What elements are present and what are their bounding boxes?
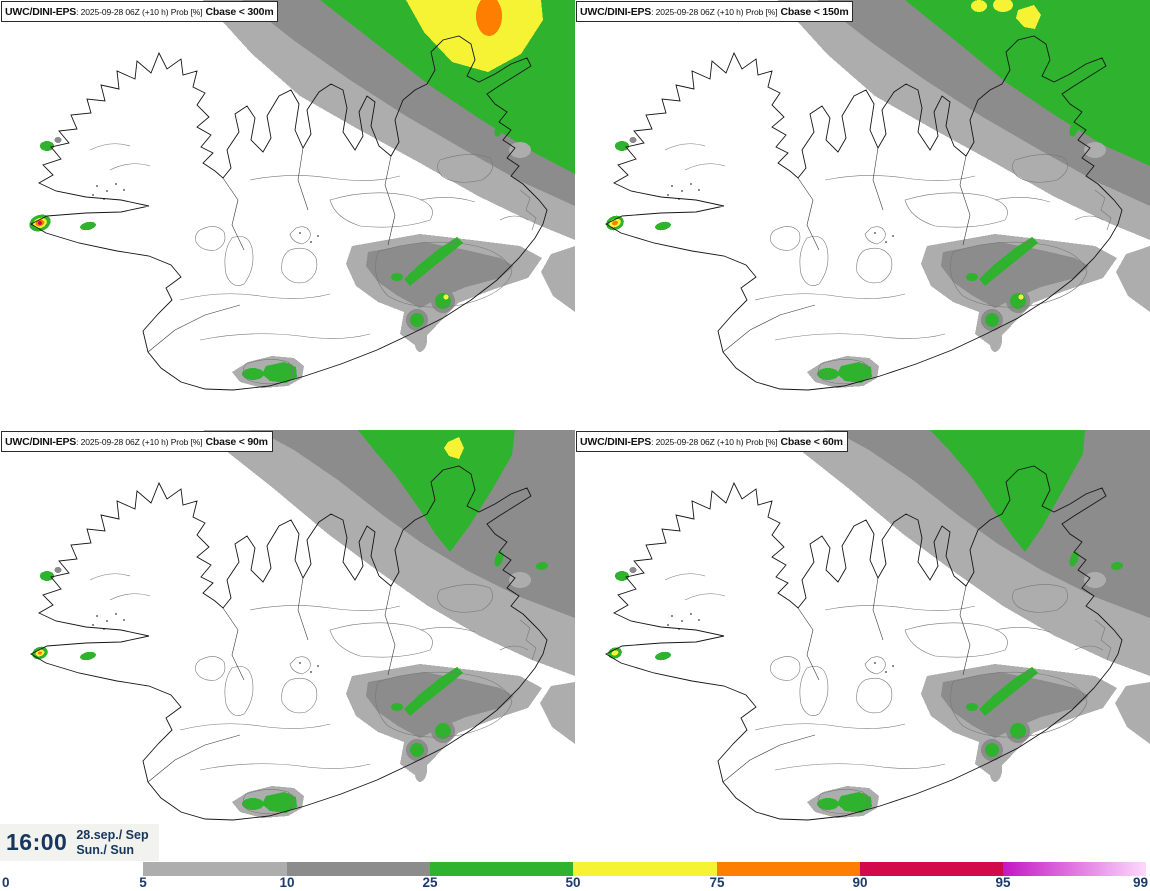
threshold-label: Cbase < 60m (780, 436, 844, 448)
valid-date: 28.sep./ Sep Sun./ Sun (76, 828, 148, 857)
threshold-label: Cbase < 90m (205, 436, 269, 448)
forecast-panel-cbase-60m: UWC/DINI-EPS: 2025-09-28 06Z (+10 h) Pro… (575, 430, 1150, 860)
colorbar-segment (860, 862, 1003, 876)
model-name: UWC/DINI-EPS (580, 436, 652, 448)
run-info: : 2025-09-28 06Z (+10 h) Prob [%] (76, 7, 203, 17)
colorbar-segment (287, 862, 430, 876)
colorbar-segment (573, 862, 717, 876)
valid-time-display: 16:00 28.sep./ Sep Sun./ Sun (0, 824, 159, 861)
iceland-map-60m (605, 430, 1150, 821)
panel-title-90m: UWC/DINI-EPS: 2025-09-28 06Z (+10 h) Pro… (1, 431, 273, 452)
valid-time: 16:00 (6, 829, 68, 855)
panel-title-300m: UWC/DINI-EPS: 2025-09-28 06Z (+10 h) Pro… (1, 1, 279, 22)
colorbar-segment (1003, 862, 1146, 876)
iceland-map-300m (29, 0, 575, 391)
colorbar-tick: 90 (852, 875, 868, 890)
threshold-label: Cbase < 150m (780, 6, 849, 18)
iceland-map-90m (30, 430, 575, 821)
day-line: Sun./ Sun (76, 842, 134, 857)
run-info: : 2025-09-28 06Z (+10 h) Prob [%] (651, 437, 778, 447)
colorbar-tick: 0 (2, 875, 10, 890)
run-info: : 2025-09-28 06Z (+10 h) Prob [%] (76, 437, 203, 447)
run-info: : 2025-09-28 06Z (+10 h) Prob [%] (651, 7, 778, 17)
threshold-label: Cbase < 300m (205, 6, 274, 18)
panel-title-60m: UWC/DINI-EPS: 2025-09-28 06Z (+10 h) Pro… (576, 431, 848, 452)
colorbar-labels: 0 5 10 25 50 75 90 95 99 (0, 875, 1150, 891)
probability-colorbar (0, 862, 1150, 876)
colorbar-tick: 25 (422, 875, 438, 890)
model-name: UWC/DINI-EPS (5, 6, 77, 18)
colorbar-tick: 10 (279, 875, 295, 890)
colorbar-tick: 75 (709, 875, 725, 890)
model-name: UWC/DINI-EPS (580, 6, 652, 18)
panel-title-150m: UWC/DINI-EPS: 2025-09-28 06Z (+10 h) Pro… (576, 1, 854, 22)
forecast-panel-cbase-90m: UWC/DINI-EPS: 2025-09-28 06Z (+10 h) Pro… (0, 430, 575, 860)
colorbar-tick: 95 (995, 875, 1011, 890)
colorbar-tick: 99 (1132, 875, 1148, 890)
colorbar-segment (143, 862, 287, 876)
iceland-map-150m (605, 0, 1150, 391)
forecast-panel-cbase-300m: UWC/DINI-EPS: 2025-09-28 06Z (+10 h) Pro… (0, 0, 575, 430)
date-line: 28.sep./ Sep (76, 828, 149, 843)
colorbar-segment (717, 862, 860, 876)
model-name: UWC/DINI-EPS (5, 436, 77, 448)
colorbar-tick: 50 (565, 875, 581, 890)
colorbar-segment (430, 862, 573, 876)
colorbar-segment (0, 862, 143, 876)
forecast-panel-cbase-150m: UWC/DINI-EPS: 2025-09-28 06Z (+10 h) Pro… (575, 0, 1150, 430)
colorbar-tick: 5 (139, 875, 147, 890)
